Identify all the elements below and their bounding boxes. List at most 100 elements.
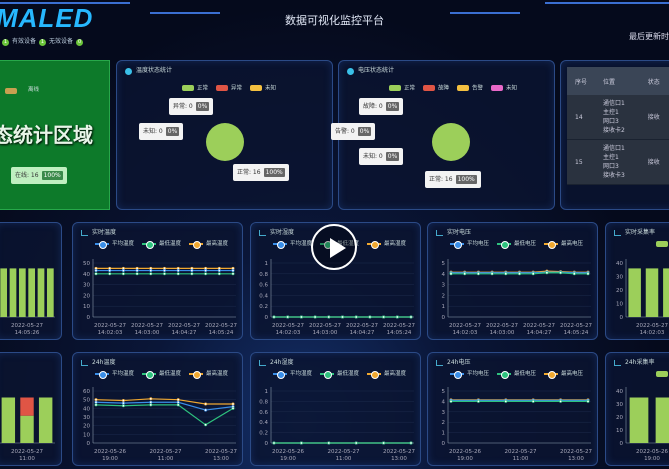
data-point: [572, 272, 576, 276]
legend-swatch: [216, 85, 229, 91]
chart-title: 实时采集率: [625, 229, 656, 236]
legend-label: 最低电压: [514, 371, 537, 377]
bar: [20, 415, 34, 443]
x-tick-label: 2022-05-27: [560, 323, 592, 329]
series-line: [95, 401, 234, 411]
header-line: [545, 2, 669, 4]
x-tick-label: 11:00: [513, 456, 529, 462]
x-tick-label: 2022-05-27: [523, 323, 555, 329]
x-tick-label: 2022-05-27: [272, 323, 304, 329]
device-table: 序号 位置 状态 14 通信口1 主控1 网口3 接收卡2 接收 15 通信口1 主控1 网口3 接收…: [567, 67, 669, 185]
legend-item[interactable]: 最高湿度: [367, 370, 406, 379]
legend-item[interactable]: 平均电压: [450, 240, 489, 249]
legend-marker: [497, 370, 512, 379]
x-tick-label: 14:03:00: [135, 330, 160, 336]
chart-icon: [125, 67, 132, 75]
y-tick-label: 3: [442, 410, 446, 416]
legend-item[interactable]: 最高电压: [544, 240, 583, 249]
legend-item[interactable]: 最高湿度: [367, 240, 406, 249]
legend-item[interactable]: 平均湿度: [273, 240, 312, 249]
legend-marker: [142, 240, 157, 249]
x-tick-label: 2022-05-27: [636, 323, 668, 329]
legend-item[interactable]: 最低湿度: [320, 370, 360, 379]
y-tick-label: 10: [83, 304, 90, 310]
temp-status-panel: 温度状态统计 正常 异常 未知 异常: 0 0% 未知: 0 0% 正常: 16 100%: [116, 60, 333, 210]
legend-item[interactable]: 最低电压: [497, 240, 537, 249]
x-tick-label: 2022-05-27: [205, 323, 237, 329]
legend-item[interactable]: 最高温度: [189, 370, 228, 379]
legend-item[interactable]: 平均湿度: [273, 370, 312, 379]
y-tick-label: 3: [442, 283, 446, 289]
legend-item[interactable]: 未知: [491, 85, 517, 93]
legend-label: 平均电压: [467, 371, 490, 377]
x-tick-label: 2022-05-27: [11, 449, 43, 455]
legend-item[interactable]: 最高电压: [544, 370, 583, 379]
legend-label: 最高温度: [206, 241, 229, 247]
chart-h24_temp: 01020304050602022-05-2619:002022-05-2711…: [83, 387, 237, 462]
y-tick-label: 0.4: [259, 420, 268, 426]
legend-item[interactable]: 平均电压: [450, 370, 490, 379]
table-row[interactable]: 14 通信口1 主控1 网口3 接收卡2 接收: [567, 95, 669, 140]
bar: [655, 397, 669, 443]
legend-item[interactable]: 最低电压: [497, 370, 537, 379]
x-tick-label: 19:00: [102, 456, 118, 462]
line-chart-icon: [614, 230, 621, 236]
data-point: [272, 315, 276, 319]
legend-label: 未知: [506, 85, 518, 92]
data-point: [382, 441, 386, 445]
data-point: [354, 441, 358, 445]
data-point: [190, 272, 194, 276]
legend-item[interactable]: 平均温度: [95, 370, 134, 379]
data-point: [108, 272, 112, 276]
chart-panel-rt_temp: 实时温度 平均温度 最低温度 最高温度 0 10 20 30 40 50 2022-05-27 14:…: [72, 222, 243, 340]
x-tick-label: 2022-05-27: [346, 323, 378, 329]
table-row[interactable]: 15 通信口1 主控1 网口3 接收卡3 接收: [567, 139, 669, 185]
y-tick-label: 20: [616, 415, 623, 421]
x-tick-label: 19:00: [457, 456, 473, 462]
x-tick-label: 14:02:03: [98, 330, 123, 336]
legend-label: 最低电压: [514, 241, 537, 247]
data-point: [504, 399, 508, 403]
line-chart-icon: [436, 360, 443, 366]
data-point: [395, 315, 399, 319]
legend-item[interactable]: 故障: [423, 85, 449, 93]
legend-item[interactable]: 未知: [250, 85, 276, 93]
data-point: [149, 400, 153, 404]
chart-panel-rt_volt: 实时电压 平均电压 最低电压 最高电压 0 1 2 3 4 5 2022-05-27 14:02:03…: [427, 222, 598, 340]
data-point: [121, 404, 125, 408]
legend-item[interactable]: 最低温度: [142, 240, 182, 249]
play-icon[interactable]: [311, 224, 357, 270]
legend-label: 最低湿度: [337, 371, 360, 377]
legend-item[interactable]: 告警: [457, 85, 483, 93]
bar: [1, 397, 16, 443]
legend-item[interactable]: 正常: [389, 85, 415, 93]
data-point: [231, 402, 235, 406]
legend-swatch: [389, 85, 401, 91]
y-tick-label: 4: [442, 399, 446, 405]
data-point: [272, 441, 276, 445]
data-point: [217, 269, 221, 273]
bar: [645, 268, 659, 317]
legend-marker: [497, 240, 512, 249]
legend-swatch: [457, 85, 470, 91]
callout: 故障: 0 0%: [359, 98, 404, 115]
legend-item[interactable]: 最高温度: [189, 240, 229, 249]
legend-item[interactable]: 正常: [182, 85, 208, 93]
data-point: [190, 269, 194, 273]
data-point: [409, 441, 413, 445]
series-line: [95, 404, 234, 426]
legend-item[interactable]: 最低温度: [142, 370, 181, 379]
legend-marker: [450, 240, 464, 249]
bar: [0, 268, 8, 317]
legend-label: 未知: [265, 85, 277, 92]
x-tick-label: 14:03:00: [490, 330, 515, 336]
callout: 正常: 16 100%: [233, 164, 289, 181]
y-tick-label: 0: [87, 315, 91, 321]
legend-item[interactable]: 平均温度: [95, 240, 134, 249]
bar: [28, 268, 36, 317]
legend-item[interactable]: 异常: [216, 85, 242, 93]
line-chart-icon: [436, 230, 443, 236]
y-tick-label: 4: [442, 272, 446, 278]
data-point: [545, 271, 549, 275]
legend-label: 最低温度: [159, 241, 182, 247]
